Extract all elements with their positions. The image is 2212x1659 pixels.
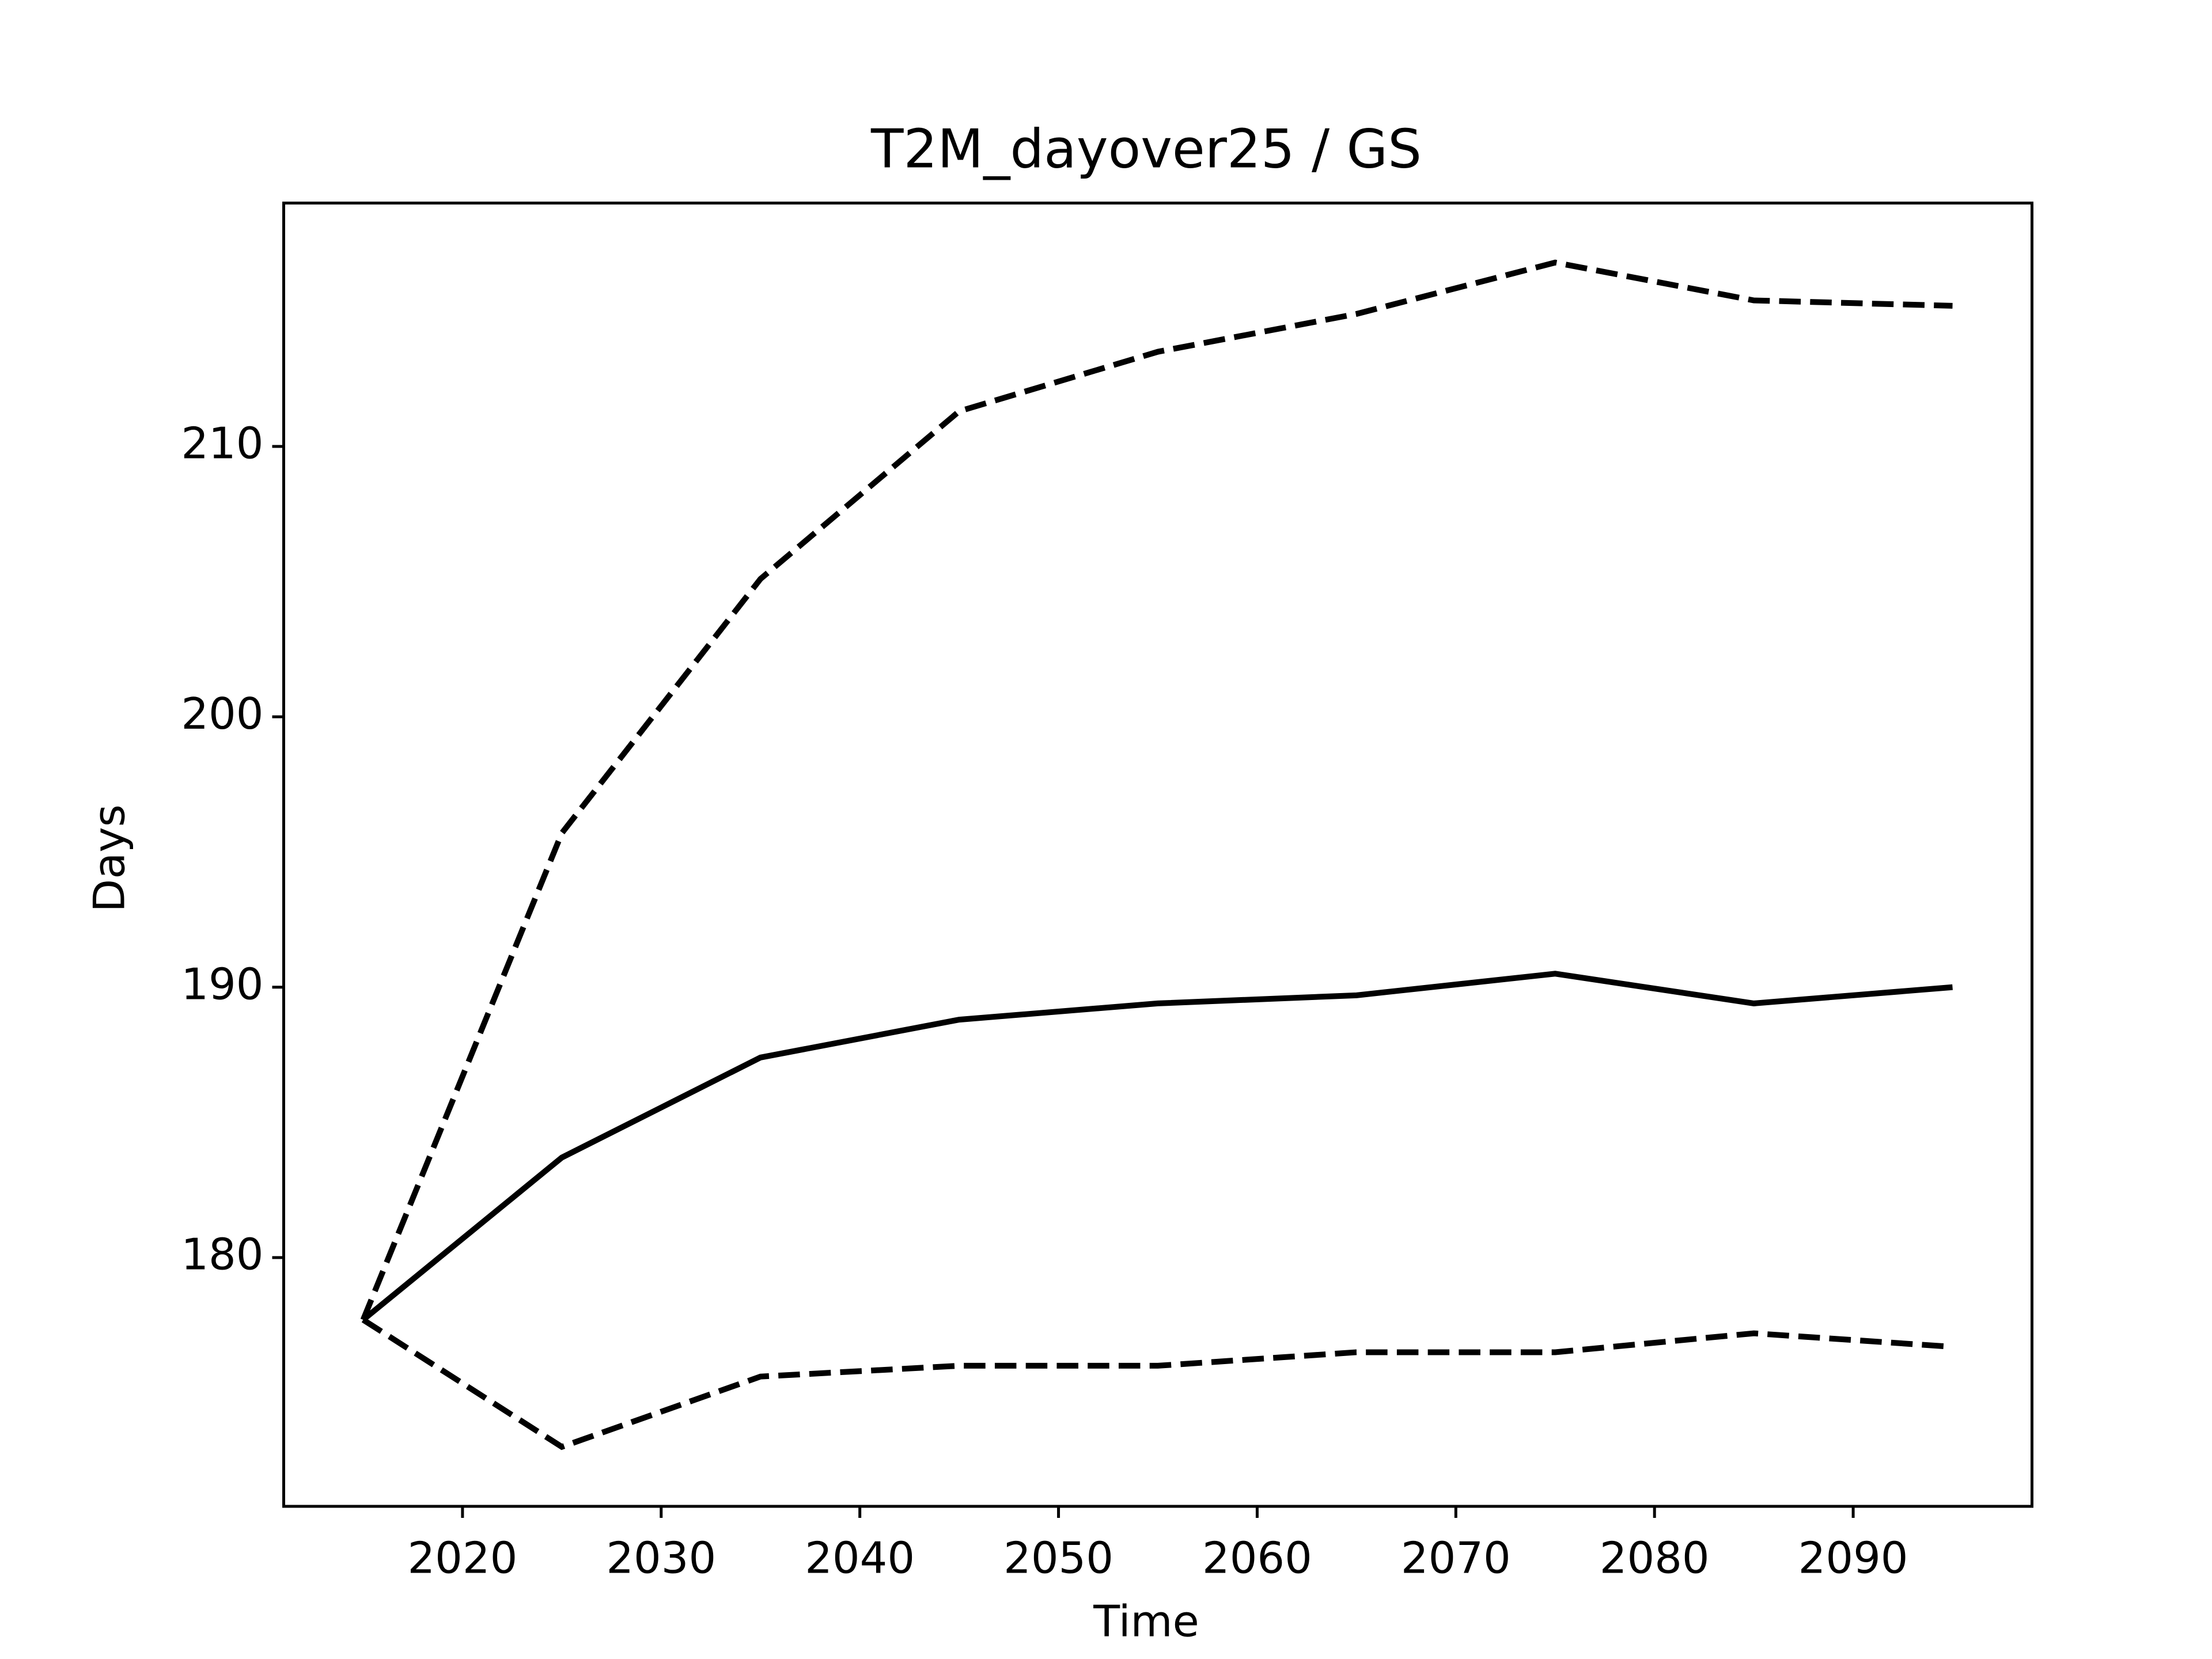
chart-title: T2M_dayover25 / GS (870, 118, 1422, 180)
x-tick-label: 2060 (1202, 1533, 1312, 1584)
y-tick-label: 190 (181, 959, 263, 1009)
x-tick-label: 2080 (1600, 1533, 1710, 1584)
plot-frame (282, 202, 2033, 1508)
x-tick-label: 2020 (407, 1533, 517, 1584)
x-tick-label: 2090 (1798, 1533, 1908, 1584)
x-tick-label: 2070 (1401, 1533, 1511, 1584)
x-axis-label: Time (1093, 1596, 1199, 1647)
y-tick-label: 200 (181, 688, 263, 739)
y-tick-label: 180 (181, 1229, 263, 1280)
data-line (361, 971, 1953, 1322)
x-tick-label: 2050 (1003, 1533, 1113, 1584)
data-line (361, 1317, 1953, 1450)
data-line (360, 259, 1953, 1321)
y-axis-label: Days (84, 804, 135, 912)
x-tick-label: 2040 (805, 1533, 915, 1584)
y-tick-label: 210 (181, 418, 263, 468)
x-tick-label: 2030 (606, 1533, 716, 1584)
